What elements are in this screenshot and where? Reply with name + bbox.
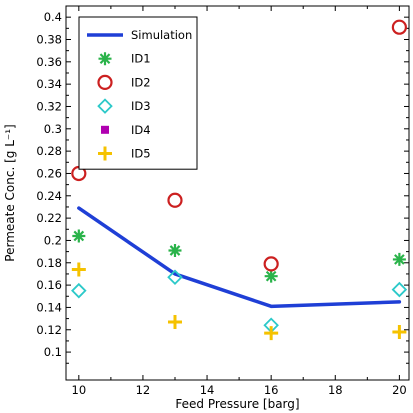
y-tick-label: 0.2 — [44, 233, 62, 247]
y-tick-label: 0.16 — [36, 278, 62, 292]
legend-label: Simulation — [131, 28, 192, 42]
x-tick-label: 10 — [72, 383, 87, 397]
y-axis: 0.1 0.12 0.14 0.16 0.18 0.2 0.22 0.24 0.26 0.28 0.… — [36, 10, 409, 364]
data-point — [392, 252, 406, 266]
data-point — [167, 192, 183, 208]
x-axis-label: Feed Pressure [barg] — [175, 397, 299, 411]
data-point — [167, 314, 182, 329]
data-point — [392, 324, 407, 339]
x-tick-label: 18 — [328, 383, 343, 397]
data-point — [72, 229, 86, 243]
y-tick-label: 0.22 — [36, 211, 62, 225]
x-axis: 10 12 14 16 18 20 — [72, 6, 407, 397]
y-axis-label: Permeate Conc. [g L⁻¹] — [3, 124, 17, 261]
y-tick-label: 0.34 — [36, 77, 62, 91]
y-tick-label: 0.28 — [36, 144, 62, 158]
data-point — [71, 262, 86, 277]
y-tick-label: 0.4 — [44, 10, 62, 24]
legend-marker — [98, 146, 112, 161]
plot-area — [65, 5, 410, 381]
legend-entry: ID4 — [101, 123, 151, 137]
legend-entry: ID3 — [97, 98, 151, 114]
x-tick-label: 20 — [392, 383, 407, 397]
legend: Simulation ID1 ID2 ID3 ID4 ID5 — [78, 16, 198, 170]
legend-label: ID2 — [131, 75, 151, 89]
series-id1 — [72, 229, 406, 283]
legend-entry: ID2 — [97, 74, 151, 91]
legend-label: ID3 — [131, 99, 151, 113]
series-id2 — [71, 19, 407, 272]
series-line — [77, 206, 402, 309]
y-tick-label: 0.14 — [36, 300, 62, 314]
legend-entry: Simulation — [87, 28, 192, 42]
legend-box — [78, 16, 198, 170]
x-tick-label: 14 — [200, 383, 215, 397]
data-point — [264, 269, 278, 283]
plot-frame — [65, 5, 410, 381]
y-tick-label: 0.38 — [36, 32, 62, 46]
legend-marker — [97, 98, 113, 114]
legend-label: ID5 — [131, 147, 151, 161]
y-tick-label: 0.1 — [44, 345, 62, 359]
data-point — [263, 256, 279, 272]
legend-marker — [98, 52, 112, 66]
y-tick-label: 0.24 — [36, 189, 62, 203]
data-point — [71, 282, 87, 299]
legend-entry: ID5 — [98, 146, 151, 161]
data-point — [391, 19, 407, 35]
y-tick-label: 0.12 — [36, 323, 62, 337]
legend-entry: ID1 — [98, 52, 151, 66]
series-simulation — [77, 206, 402, 309]
y-tick-label: 0.36 — [36, 55, 62, 69]
legend-label: ID1 — [131, 52, 151, 66]
series-layer — [71, 19, 408, 341]
y-tick-label: 0.18 — [36, 256, 62, 270]
series-id5 — [71, 262, 407, 341]
data-point — [264, 326, 279, 341]
y-tick-label: 0.26 — [36, 166, 62, 180]
legend-label: ID4 — [131, 123, 151, 137]
data-point — [167, 269, 183, 286]
y-tick-label: 0.32 — [36, 99, 62, 113]
legend-marker — [97, 74, 113, 91]
x-tick-label: 12 — [136, 383, 151, 397]
data-point — [391, 281, 408, 298]
y-tick-label: 0.3 — [44, 122, 62, 136]
legend-marker — [101, 125, 109, 134]
series-id3 — [71, 269, 408, 334]
data-point — [168, 243, 182, 257]
x-tick-label: 16 — [264, 383, 279, 397]
